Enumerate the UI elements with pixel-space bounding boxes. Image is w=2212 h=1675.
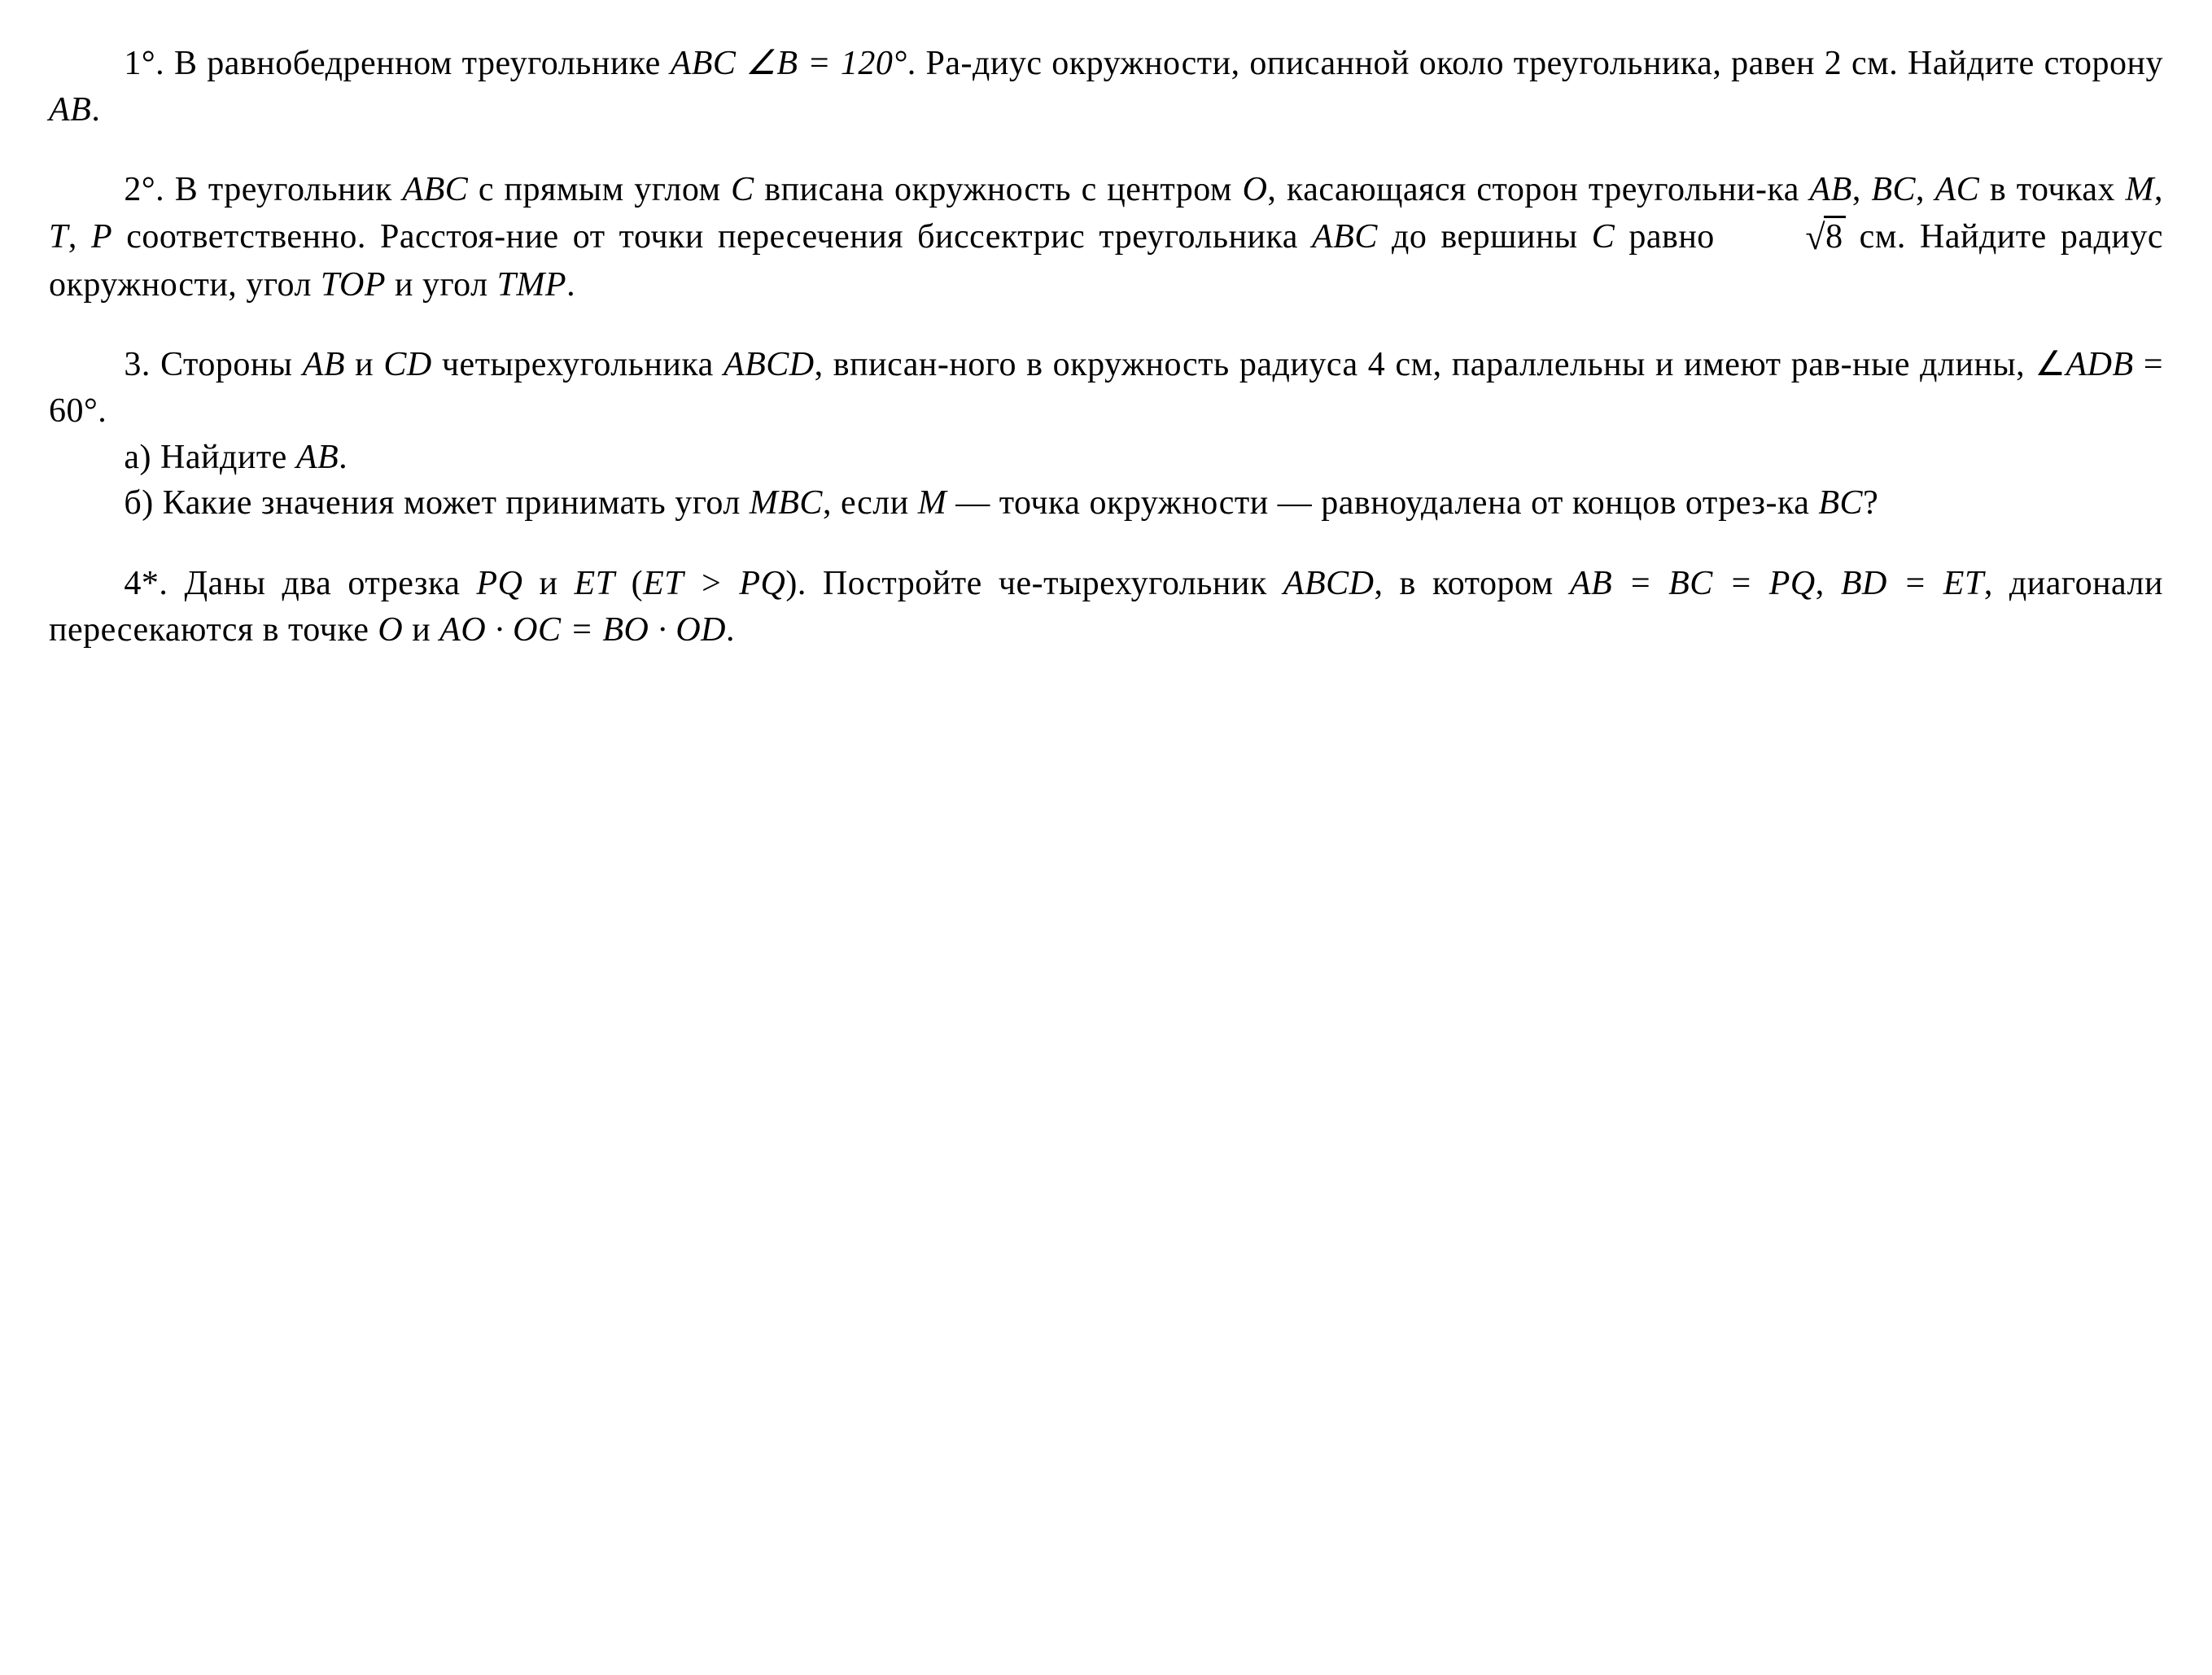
math: O [378,611,403,649]
text: равно [1615,218,1729,256]
text: Даны два отрезка [184,565,476,602]
math: T [49,218,68,256]
line: б) Какие значения может принимать угол M… [49,480,2163,527]
math: TMP [497,266,567,304]
text: тырехугольник [1043,565,1283,602]
text: ? [1863,484,1878,522]
math: ABCD [723,346,815,383]
text: ного в окружность радиуса 4 см, параллел… [949,346,1852,383]
math: MBC [750,484,823,522]
text: окружность с центром [894,171,1243,208]
text: , [1816,565,1841,602]
text: Какие значения может принимать угол [163,484,750,522]
math: ABC [402,171,468,208]
subpart-marker: б) [124,484,153,522]
text: и угол [386,266,497,304]
problem-1-text: 1°. В равнобедренном треугольнике ABC ∠B… [49,41,2163,133]
math: AB [296,439,339,476]
text: . [339,439,348,476]
m: ABC [671,45,737,82]
math: AB [1810,171,1852,208]
math: ABC [1312,218,1378,256]
text: в точках [1979,171,2125,208]
problem-3a: а) Найдите AB. [49,435,2163,481]
text: и [522,565,574,602]
math: AB = BC = PQ [1570,565,1816,602]
text: — точка окружности — равноудалена от кон… [946,484,1777,522]
math: C [731,171,754,208]
text: соответственно. Расстоя- [112,218,505,256]
text: ). Постройте че- [785,565,1043,602]
math: P [91,218,112,256]
math: AB [49,91,91,129]
sqrt-icon: √8 [1729,213,1846,262]
text: , вписан- [815,346,950,383]
text: , [2154,171,2163,208]
math: O [1243,171,1268,208]
problem-marker: 4*. [124,565,168,602]
radicand: 8 [1824,216,1846,256]
text: , касающаяся сторон треугольни- [1267,171,1767,208]
math: M [918,484,947,522]
text: , в котором [1374,565,1569,602]
text: . [91,91,100,129]
text: диус окружности, описанной около треугол… [973,45,2163,82]
math: BC [1818,484,1863,522]
text: , [1984,565,1993,602]
text: ные длины, [1852,346,2035,383]
math: M [2126,171,2155,208]
text: . [98,392,107,430]
text: , если [823,484,909,522]
subpart-marker: а) [124,439,151,476]
math: BD = ET [1841,565,1984,602]
text: угол [246,266,321,304]
math: AC [1935,171,1980,208]
text: . Ра- [907,45,973,82]
math: ET > PQ [643,565,785,602]
surd: √ [1805,217,1825,257]
text: вписана [754,171,885,208]
text: с прямым углом [468,171,731,208]
math: CD [383,346,431,383]
math: ABC ∠B = 120° [671,45,907,82]
text: Стороны [160,346,303,383]
problem-marker: 1°. [124,45,164,82]
text: . [726,611,735,649]
problem-2: 2°. В треугольник ABC с прямым углом C в… [49,167,2163,308]
math: AO · OC = BO · OD [439,611,726,649]
text: , [68,218,91,256]
text: и [345,346,383,383]
math: ABCD [1283,565,1375,602]
text: и [403,611,439,649]
text: В равнобедренном треугольнике [174,45,671,82]
text: ка [1777,484,1818,522]
problem-1: 1°. В равнобедренном треугольнике ABC ∠B… [49,41,2163,133]
problem-2-text: 2°. В треугольник ABC с прямым углом C в… [49,167,2163,308]
text: ние от точки пересечения биссектрис треу… [506,218,1312,256]
m: B [776,45,798,82]
problem-3: 3. Стороны AB и CD четырехугольника ABCD… [49,342,2163,527]
text: , [1852,171,1872,208]
problem-marker: 2°. [124,171,164,208]
text: Найдите [160,439,296,476]
problem-marker: 3. [124,346,151,383]
math: AB [303,346,345,383]
problem-3b: б) Какие значения может принимать угол M… [49,480,2163,527]
text: В треугольник [175,171,403,208]
text: , [1916,171,1935,208]
text: до вершины [1392,218,1592,256]
math: PQ [476,565,522,602]
text: . [566,266,575,304]
problem-3-text: 3. Стороны AB и CD четырехугольника ABCD… [49,342,2163,434]
math: TOP [321,266,386,304]
math: BC [1871,171,1916,208]
text: ( [615,565,644,602]
problem-4: 4*. Даны два отрезка PQ и ET (ET > PQ). … [49,561,2163,653]
math: ET [575,565,615,602]
problem-4-text: 4*. Даны два отрезка PQ и ET (ET > PQ). … [49,561,2163,653]
text: четырехугольника [432,346,723,383]
text: ка [1768,171,1810,208]
math: C [1592,218,1615,256]
m: ADB [2066,346,2134,383]
